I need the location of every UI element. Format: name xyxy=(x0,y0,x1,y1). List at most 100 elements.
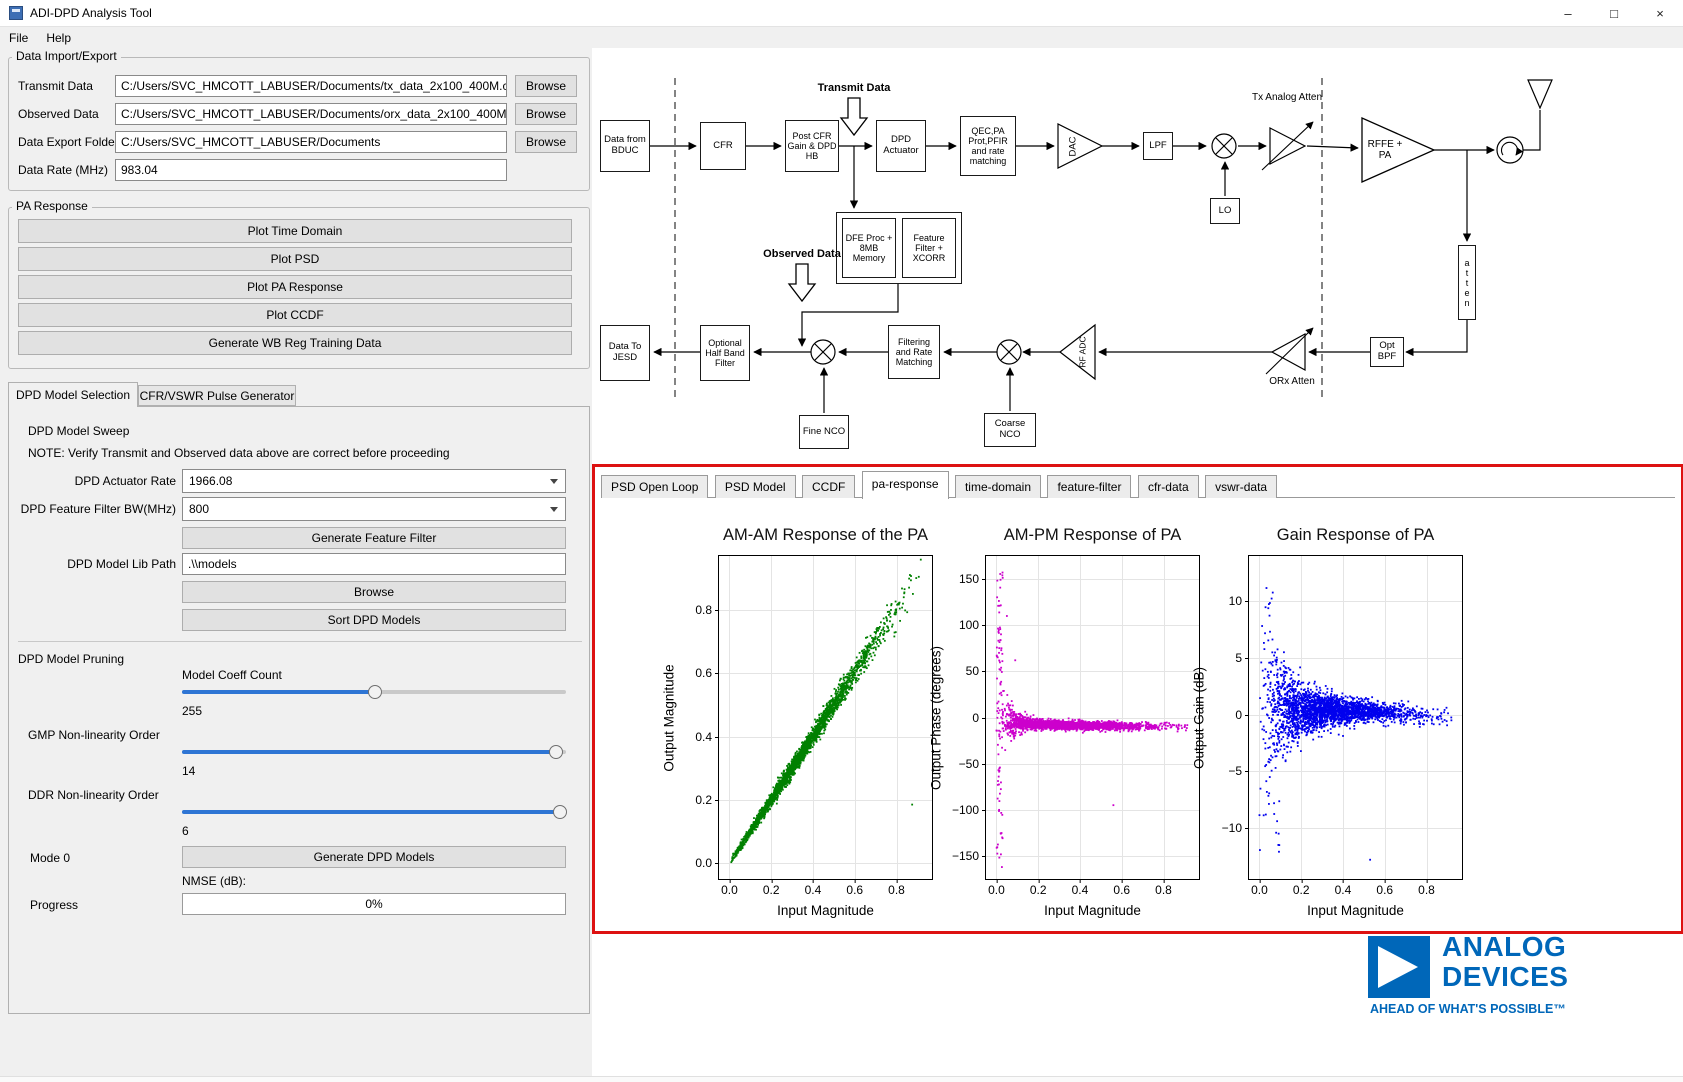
block-lo: LO xyxy=(1210,198,1240,224)
plot-tab-cfr-data[interactable]: cfr-data xyxy=(1137,475,1199,498)
y-tick-label: 0.6 xyxy=(695,666,719,681)
x-tick-label: 0.8 xyxy=(1418,879,1435,897)
plot-tab-time-domain[interactable]: time-domain xyxy=(954,475,1041,498)
model-lib-browse-button[interactable]: Browse xyxy=(182,581,566,603)
menu-file[interactable]: File xyxy=(9,30,29,45)
slider-handle[interactable] xyxy=(549,745,564,759)
gain-plot: Gain Response of PA Output Gain (dB) Inp… xyxy=(1192,526,1463,918)
tx-analog-atten-label: Tx Analog Atten xyxy=(1251,92,1323,103)
pa-response-groupbox xyxy=(8,207,590,369)
feature-bw-value: 800 xyxy=(189,502,210,516)
plot-tab-pa-response[interactable]: pa-response xyxy=(861,471,949,499)
y-tick-label: −100 xyxy=(951,802,987,817)
data-rate-input[interactable]: 983.04 xyxy=(115,159,507,181)
observed-data-label: Observed Data xyxy=(18,107,99,121)
menu-help[interactable]: Help xyxy=(46,30,72,45)
plot-tab-psd-open-loop[interactable]: PSD Open Loop xyxy=(601,475,709,498)
tab-dpd-model-selection[interactable]: DPD Model Selection xyxy=(8,382,138,407)
model-coeff-count-slider[interactable] xyxy=(182,684,566,700)
plot-tab-psd-model[interactable]: PSD Model xyxy=(714,475,796,498)
gmp-order-label: GMP Non-linearity Order xyxy=(28,728,160,742)
x-tick-label: 0.4 xyxy=(804,879,822,897)
block-fine-nco: Fine NCO xyxy=(799,415,849,449)
window-controls: – □ × xyxy=(1545,0,1683,26)
block-dpd-actuator: DPD Actuator xyxy=(876,120,926,172)
gmp-order-slider[interactable] xyxy=(182,744,566,760)
y-tick-label: 0 xyxy=(972,710,986,725)
ampm-plot: AM-PM Response of PA Output Phase (degre… xyxy=(929,526,1200,918)
y-tick-label: 0.2 xyxy=(695,792,719,807)
signal-chain-diagram: Data from BDUC CFR Post CFR Gain & DPD H… xyxy=(595,36,1683,468)
block-opt-bpf: Opt BPF xyxy=(1370,337,1404,367)
close-button[interactable]: × xyxy=(1656,5,1664,21)
ampm-xticks: 0.0 0.2 0.4 0.6 0.8 xyxy=(986,879,1199,899)
model-lib-path-input[interactable]: .\\models xyxy=(182,553,566,575)
amam-plot: AM-AM Response of the PA Output Magnitud… xyxy=(662,526,933,918)
transmit-data-annotation: Transmit Data xyxy=(817,82,891,94)
feature-bw-combobox[interactable]: 800 xyxy=(182,497,566,521)
amam-plot-title: AM-AM Response of the PA xyxy=(722,526,929,544)
separator xyxy=(18,641,582,642)
menu-bar: File Help xyxy=(0,27,1683,48)
observed-browse-button[interactable]: Browse xyxy=(515,103,577,125)
plot-time-domain-button[interactable]: Plot Time Domain xyxy=(18,219,572,243)
generate-dpd-models-button[interactable]: Generate DPD Models xyxy=(182,846,566,868)
adi-tagline: AHEAD OF WHAT'S POSSIBLE™ xyxy=(1370,1002,1566,1016)
gmp-order-value: 14 xyxy=(182,764,196,778)
block-data-to-jesd: Data To JESD xyxy=(600,325,650,381)
mode-label: Mode 0 xyxy=(30,851,71,865)
progress-bar: 0% xyxy=(182,893,566,915)
x-tick-label: 0.0 xyxy=(721,879,738,897)
gain-plot-title: Gain Response of PA xyxy=(1276,526,1435,544)
data-import-groupbox xyxy=(8,57,590,191)
x-tick-label: 0.0 xyxy=(988,879,1005,897)
rf-adc-label: RF ADC xyxy=(1077,336,1088,368)
sort-dpd-models-button[interactable]: Sort DPD Models xyxy=(182,609,566,631)
export-folder-input[interactable]: C:/Users/SVC_HMCOTT_LABUSER/Documents xyxy=(115,131,507,153)
y-tick-label: 0.0 xyxy=(695,856,719,871)
ampm-yticks: −150 −100 −50 0 50 100 150 xyxy=(935,556,987,879)
model-coeff-count-value: 255 xyxy=(182,704,203,718)
block-data-from-bduc: Data from BDUC xyxy=(600,120,650,172)
plot-psd-button[interactable]: Plot PSD xyxy=(18,247,572,271)
block-atten: atten xyxy=(1458,245,1476,320)
adi-triangle-icon xyxy=(1378,946,1418,988)
y-tick-label: −50 xyxy=(958,756,987,771)
plot-tab-ccdf[interactable]: CCDF xyxy=(802,475,856,498)
antenna-feed-line xyxy=(1523,110,1541,151)
plot-pa-response-button[interactable]: Plot PA Response xyxy=(18,275,572,299)
x-tick-label: 0.8 xyxy=(1155,879,1172,897)
actuator-rate-combobox[interactable]: 1966.08 xyxy=(182,469,566,493)
dpd-model-pruning-title: DPD Model Pruning xyxy=(18,652,125,666)
ampm-plot-title: AM-PM Response of PA xyxy=(1003,526,1182,544)
block-cfr: CFR xyxy=(700,122,746,170)
tab-cfr-vswr-generator[interactable]: CFR/VSWR Pulse Generator xyxy=(138,385,296,406)
observed-data-input[interactable]: C:/Users/SVC_HMCOTT_LABUSER/Documents/or… xyxy=(115,103,507,125)
chevron-down-icon xyxy=(550,507,558,512)
ddr-order-slider[interactable] xyxy=(182,804,567,820)
plot-tab-feature-filter[interactable]: feature-filter xyxy=(1047,475,1132,498)
transmit-browse-button[interactable]: Browse xyxy=(515,75,577,97)
title-bar: ADI-DPD Analysis Tool – □ × xyxy=(0,0,1683,27)
adi-logo-line2: DEVICES xyxy=(1442,961,1569,992)
rffe-pa-amplifier-symbol xyxy=(1361,116,1436,184)
gain-scatter-canvas xyxy=(1249,556,1462,879)
plot-tab-vswr-data[interactable]: vswr-data xyxy=(1205,475,1278,498)
plot-ccdf-button[interactable]: Plot CCDF xyxy=(18,303,572,327)
slider-handle[interactable] xyxy=(552,805,567,819)
nmse-label: NMSE (dB): xyxy=(182,874,247,888)
adi-logo-text: ANALOG DEVICES xyxy=(1442,932,1568,992)
dac-label: DAC xyxy=(1067,135,1079,157)
y-tick-label: 100 xyxy=(958,618,987,633)
generate-feature-filter-button[interactable]: Generate Feature Filter xyxy=(182,527,566,549)
model-lib-path-label: DPD Model Lib Path xyxy=(67,557,176,571)
block-qec-pa-prot: QEC,PA Prot,PFIR and rate matching xyxy=(960,116,1016,176)
generate-wb-reg-button[interactable]: Generate WB Reg Training Data xyxy=(18,331,572,355)
y-tick-label: −150 xyxy=(951,848,987,863)
transmit-data-input[interactable]: C:/Users/SVC_HMCOTT_LABUSER/Documents/tx… xyxy=(115,75,507,97)
block-feature-filter-xcorr: Feature Filter + XCORR xyxy=(902,218,956,278)
slider-handle[interactable] xyxy=(368,685,383,699)
export-browse-button[interactable]: Browse xyxy=(515,131,577,153)
maximize-button[interactable]: □ xyxy=(1610,5,1618,21)
minimize-button[interactable]: – xyxy=(1564,5,1572,21)
